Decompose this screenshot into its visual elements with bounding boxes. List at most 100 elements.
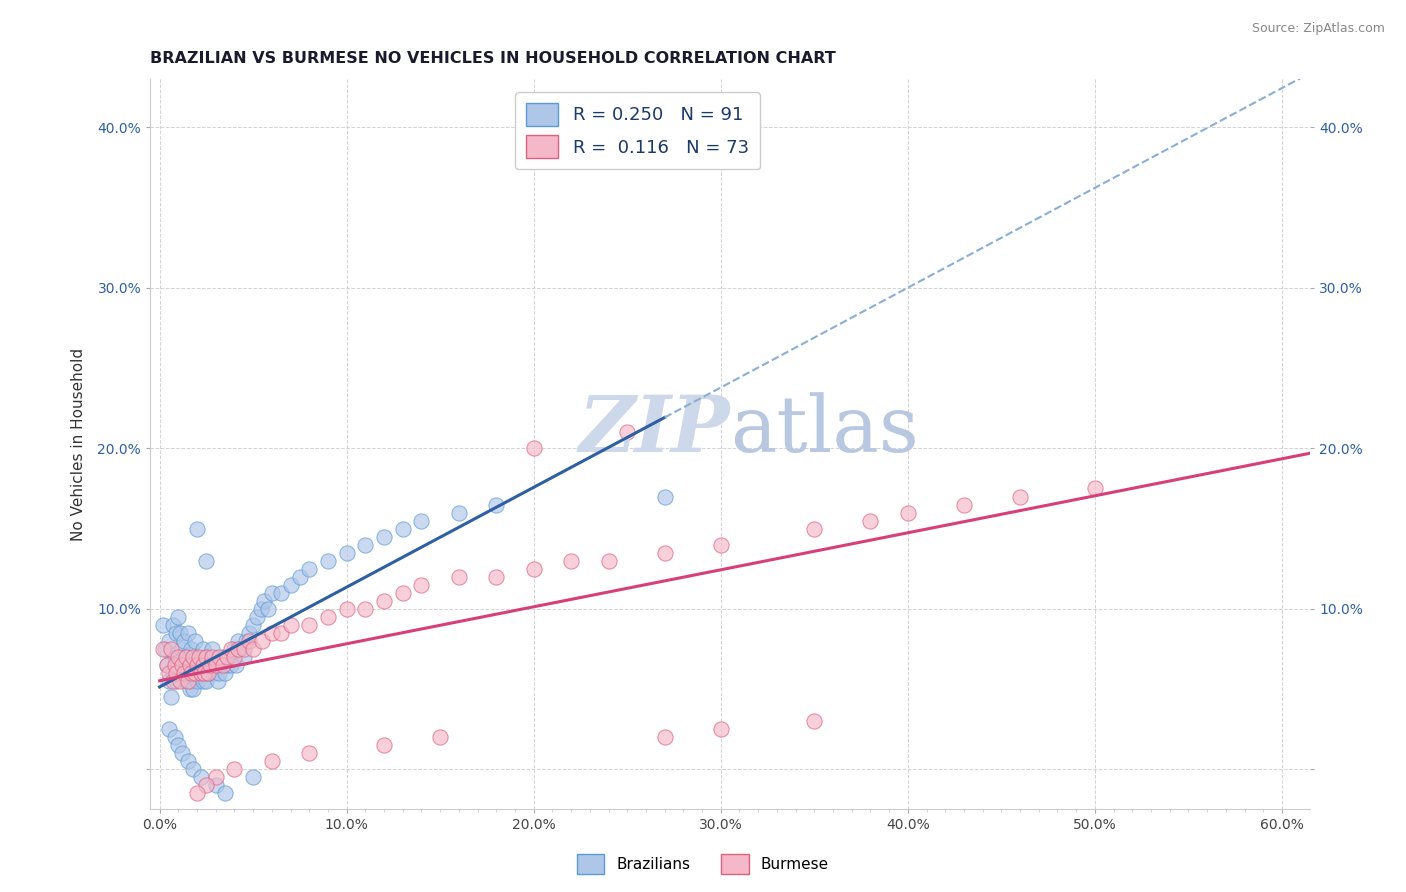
Point [186, 657, 208, 672]
Point [181, 762, 204, 776]
Point [165, 626, 187, 640]
Point [169, 673, 191, 688]
Point [298, 618, 321, 632]
Point [215, 657, 238, 672]
Point [181, 657, 204, 672]
Y-axis label: No Vehicles in Household: No Vehicles in Household [72, 348, 86, 541]
Point [226, 641, 249, 656]
Point [167, 657, 190, 672]
Point [195, 649, 218, 664]
Point [354, 538, 377, 552]
Point [201, 641, 224, 656]
Point [224, 641, 246, 656]
Point [207, 673, 229, 688]
Point [156, 657, 179, 672]
Point [179, 681, 201, 696]
Point [214, 665, 236, 680]
Point [209, 657, 232, 672]
Point [298, 562, 321, 576]
Point [260, 626, 283, 640]
Point [162, 665, 184, 680]
Point [803, 522, 825, 536]
Point [179, 657, 201, 672]
Point [252, 634, 274, 648]
Point [215, 649, 238, 664]
Point [201, 649, 224, 664]
Point [232, 649, 254, 664]
Point [447, 570, 470, 584]
Point [288, 570, 311, 584]
Point [212, 657, 235, 672]
Point [180, 641, 202, 656]
Point [225, 657, 247, 672]
Point [169, 626, 191, 640]
Point [242, 618, 264, 632]
Point [373, 530, 395, 544]
Point [654, 730, 676, 744]
Point [155, 641, 177, 656]
Point [198, 657, 221, 672]
Point [298, 746, 321, 760]
Point [232, 641, 254, 656]
Point [186, 522, 208, 536]
Point [373, 594, 395, 608]
Point [162, 618, 184, 632]
Point [169, 649, 191, 664]
Point [246, 610, 269, 624]
Point [411, 578, 433, 592]
Point [190, 770, 212, 784]
Point [485, 498, 508, 512]
Point [193, 665, 215, 680]
Point [391, 522, 413, 536]
Point [186, 649, 208, 664]
Point [336, 602, 359, 616]
Point [373, 738, 395, 752]
Point [391, 586, 413, 600]
Legend: R = 0.250   N = 91, R =  0.116   N = 73: R = 0.250 N = 91, R = 0.116 N = 73 [515, 92, 759, 169]
Point [167, 610, 190, 624]
Point [336, 546, 359, 560]
Point [447, 506, 470, 520]
Point [162, 673, 184, 688]
Point [167, 738, 190, 752]
Point [803, 714, 825, 728]
Point [859, 514, 882, 528]
Point [170, 665, 193, 680]
Point [560, 554, 582, 568]
Text: ZIP: ZIP [578, 392, 730, 468]
Point [186, 786, 208, 800]
Point [710, 722, 733, 736]
Point [316, 554, 339, 568]
Point [229, 641, 252, 656]
Text: atlas: atlas [730, 392, 920, 467]
Point [354, 602, 377, 616]
Point [204, 657, 226, 672]
Point [190, 665, 212, 680]
Point [280, 578, 302, 592]
Point [195, 673, 218, 688]
Point [238, 626, 260, 640]
Point [184, 665, 207, 680]
Legend: Brazilians, Burmese: Brazilians, Burmese [571, 848, 835, 880]
Point [204, 770, 226, 784]
Point [176, 626, 198, 640]
Point [191, 641, 214, 656]
Point [202, 665, 225, 680]
Point [197, 665, 219, 680]
Point [249, 602, 271, 616]
Point [197, 665, 219, 680]
Point [184, 665, 207, 680]
Point [198, 657, 221, 672]
Point [163, 730, 186, 744]
Text: Source: ZipAtlas.com: Source: ZipAtlas.com [1251, 22, 1385, 36]
Point [316, 610, 339, 624]
Point [523, 442, 546, 456]
Point [897, 506, 920, 520]
Point [238, 634, 260, 648]
Point [176, 754, 198, 768]
Point [616, 425, 638, 440]
Point [170, 641, 193, 656]
Point [187, 657, 209, 672]
Point [195, 649, 218, 664]
Point [167, 649, 190, 664]
